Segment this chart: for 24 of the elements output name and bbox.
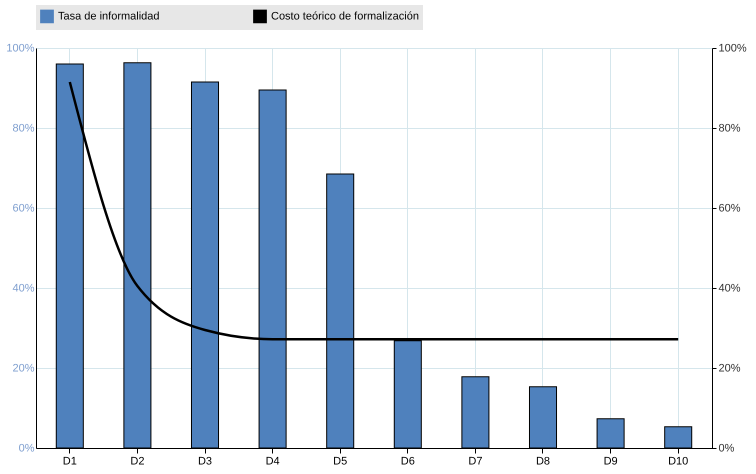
y-tick-label: 0% [18,442,35,454]
y2-tick-label: 80% [718,122,741,134]
y2-tick-label: 60% [718,202,741,214]
y-tick-label: 100% [6,42,35,54]
x-tick-label: D2 [130,456,144,468]
x-tick-label: D1 [62,456,77,468]
x-tick-label: D4 [266,456,280,468]
y-tick-label: 80% [12,122,35,134]
y2-tick-label: 20% [718,362,741,374]
x-tick-label: D9 [604,456,618,468]
y-tick-label: 60% [12,202,35,214]
legend-label: Tasa de informalidad [58,10,160,22]
y-tick-label: 40% [12,282,35,294]
x-tick-label: D5 [333,456,348,468]
x-tick-label: D7 [468,456,482,468]
legend-label: Costo teórico de formalización [271,10,419,22]
y2-tick-label: 100% [718,42,747,54]
y-tick-label: 20% [12,362,35,374]
y2-tick-label: 40% [718,282,741,294]
y2-tick-label: 0% [718,442,735,454]
x-tick-label: D10 [668,456,688,468]
x-tick-label: D3 [198,456,212,468]
x-tick-label: D6 [400,456,415,468]
x-tick-label: D8 [536,456,550,468]
